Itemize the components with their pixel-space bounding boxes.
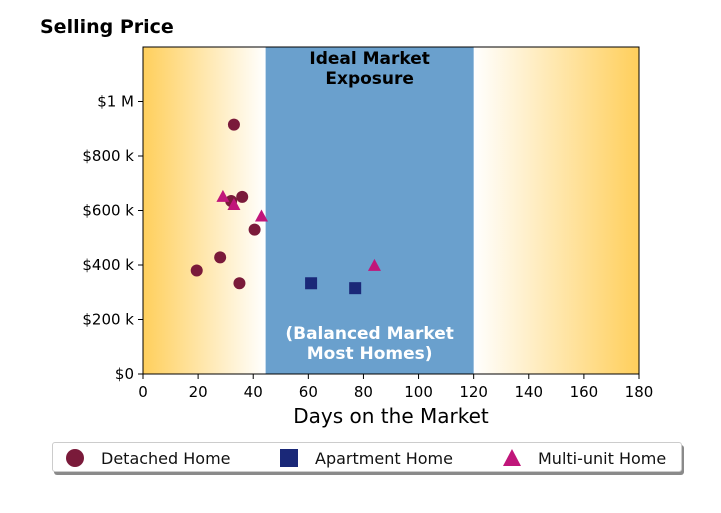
x-tick-label: 60 <box>299 383 318 401</box>
band-bottom-label-line: (Balanced Market <box>285 324 454 344</box>
x-tick-label: 180 <box>625 383 654 401</box>
x-tick-label: 0 <box>138 383 148 401</box>
multi-unit-home-point <box>216 189 230 202</box>
chart-title: Selling Price <box>40 16 174 38</box>
multi-unit-home-point <box>227 198 241 211</box>
legend-label-detached: Detached Home <box>101 448 231 468</box>
x-tick-label: 140 <box>514 383 543 401</box>
band-top-label-line: Ideal Market <box>309 49 430 69</box>
detached-home-point <box>236 190 249 203</box>
triangle-marker-icon <box>503 449 521 466</box>
band-bottom-label-line: Most Homes) <box>307 344 433 364</box>
legend-item-apartment: Apartment Home <box>279 443 453 473</box>
x-tick-label: 20 <box>189 383 208 401</box>
detached-home-point <box>227 118 240 131</box>
detached-home-point <box>190 264 203 277</box>
x-tick-label: 120 <box>459 383 488 401</box>
x-tick-label: 40 <box>244 383 263 401</box>
square-marker-icon <box>280 449 298 467</box>
detached-home-point <box>214 251 227 264</box>
apartment-home-point <box>305 277 318 290</box>
legend-item-multiunit: Multi-unit Home <box>502 443 666 473</box>
multi-unit-home-point <box>254 209 268 222</box>
y-tick-label: $0 <box>115 365 134 383</box>
ideal-exposure-band <box>265 47 474 374</box>
y-tick-label: $600 k <box>82 202 134 220</box>
y-tick-label: $200 k <box>82 311 134 329</box>
circle-marker-icon <box>66 449 84 467</box>
legend-label-multiunit: Multi-unit Home <box>538 448 667 468</box>
x-tick-label: 80 <box>354 383 373 401</box>
band-top-label-line: Exposure <box>325 69 414 89</box>
multi-unit-home-point <box>367 258 381 271</box>
y-tick-label: $400 k <box>82 256 134 274</box>
apartment-home-point <box>349 282 362 295</box>
y-tick-label: $800 k <box>82 147 134 165</box>
detached-home-point <box>248 223 261 236</box>
legend-item-detached: Detached Home <box>65 443 231 473</box>
legend: Detached Home Apartment Home Multi-unit … <box>52 442 682 472</box>
right-gradient-region <box>473 47 639 374</box>
x-tick-label: 160 <box>570 383 599 401</box>
legend-label-apartment: Apartment Home <box>315 448 453 468</box>
detached-home-point <box>233 277 246 290</box>
x-axis-label: Days on the Market <box>293 404 489 428</box>
left-gradient-region <box>143 47 266 374</box>
x-tick-label: 100 <box>404 383 433 401</box>
y-tick-label: $1 M <box>97 93 134 111</box>
